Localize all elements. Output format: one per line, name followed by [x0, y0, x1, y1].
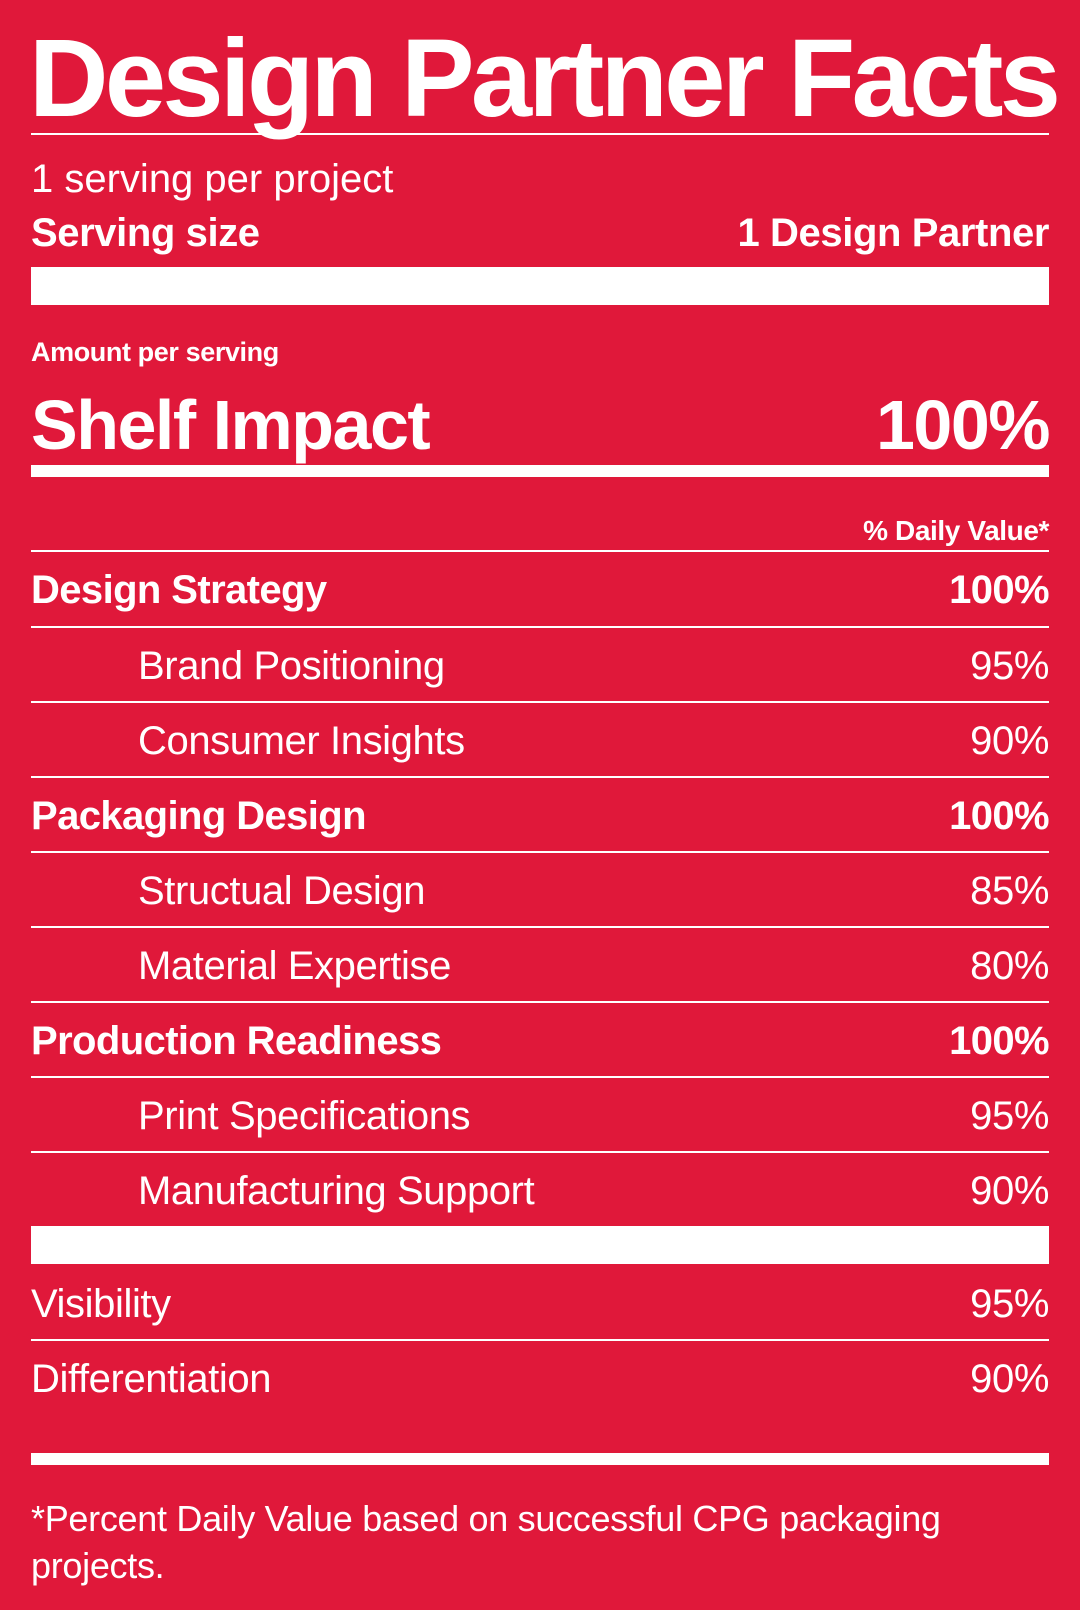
nutrient-name: Design Strategy	[31, 568, 327, 612]
nutrient-value: 95%	[970, 644, 1049, 688]
nutrient-row: Brand Positioning 95%	[31, 644, 1049, 694]
serving-size-label: Serving size	[31, 211, 260, 255]
headline-row: Shelf Impact 100%	[31, 385, 1051, 465]
daily-value-header: % Daily Value*	[863, 515, 1049, 546]
nutrient-divider	[31, 851, 1049, 853]
nutrient-row: Structual Design 85%	[31, 869, 1049, 919]
nutrient-value: 95%	[970, 1094, 1049, 1138]
extra-row: Differentiation 90%	[31, 1357, 1049, 1407]
serving-divider-bar	[31, 267, 1049, 305]
extra-row: Visibility 95%	[31, 1282, 1049, 1332]
nutrient-value: 90%	[970, 1169, 1049, 1213]
footnote-divider-bar	[31, 1453, 1049, 1465]
nutrient-divider	[31, 1001, 1049, 1003]
nutrient-divider	[31, 1076, 1049, 1078]
label-title: Design Partner Facts	[29, 17, 1061, 140]
nutrient-name: Consumer Insights	[138, 719, 465, 763]
nutrient-row: Material Expertise 80%	[31, 944, 1049, 994]
nutrient-row: Print Specifications 95%	[31, 1094, 1049, 1144]
nutrient-name: Structual Design	[138, 869, 426, 913]
nutrient-divider	[31, 776, 1049, 778]
footnote: *Percent Daily Value based on successful…	[31, 1498, 941, 1586]
title-divider	[31, 133, 1049, 135]
headline-divider-bar	[31, 465, 1049, 477]
extra-value: 95%	[970, 1282, 1049, 1326]
nutrient-name: Print Specifications	[138, 1094, 471, 1138]
nutrient-name: Manufacturing Support	[138, 1169, 535, 1213]
nutrient-name: Packaging Design	[31, 794, 367, 838]
nutrient-divider	[31, 550, 1049, 552]
nutrient-row: Production Readiness 100%	[31, 1019, 1050, 1069]
nutrient-value: 90%	[970, 719, 1049, 763]
nutrient-value: 85%	[970, 869, 1049, 913]
nutrient-row: Packaging Design 100%	[31, 794, 1050, 844]
nutrient-divider	[31, 626, 1049, 628]
extra-name: Visibility	[31, 1282, 171, 1326]
serving-size-row: Serving size 1 Design Partner	[31, 211, 1049, 256]
nutrient-row: Consumer Insights 90%	[31, 719, 1049, 769]
headline-value: 100%	[875, 386, 1051, 464]
nutrient-divider	[31, 926, 1049, 928]
nutrient-name: Material Expertise	[138, 944, 451, 988]
nutrient-row: Manufacturing Support 90%	[31, 1169, 1049, 1219]
extra-value: 90%	[970, 1357, 1049, 1401]
nutrient-value: 80%	[970, 944, 1049, 988]
extra-divider	[31, 1339, 1049, 1341]
nutrient-divider	[31, 701, 1049, 703]
nutrient-name: Production Readiness	[31, 1019, 442, 1063]
nutrient-divider	[31, 1151, 1049, 1153]
servings-per-project: 1 serving per project	[31, 157, 394, 201]
headline-label: Shelf Impact	[31, 386, 431, 464]
nutrient-row: Design Strategy 100%	[31, 568, 1050, 618]
nutrient-value: 100%	[949, 794, 1050, 838]
amount-per-serving: Amount per serving	[31, 337, 279, 367]
serving-size-value: 1 Design Partner	[737, 211, 1050, 255]
nutrient-value: 100%	[949, 568, 1050, 612]
nutrient-value: 100%	[949, 1019, 1050, 1063]
nutrient-name: Brand Positioning	[138, 644, 445, 688]
extra-name: Differentiation	[31, 1357, 272, 1401]
extras-divider-bar	[31, 1226, 1049, 1264]
